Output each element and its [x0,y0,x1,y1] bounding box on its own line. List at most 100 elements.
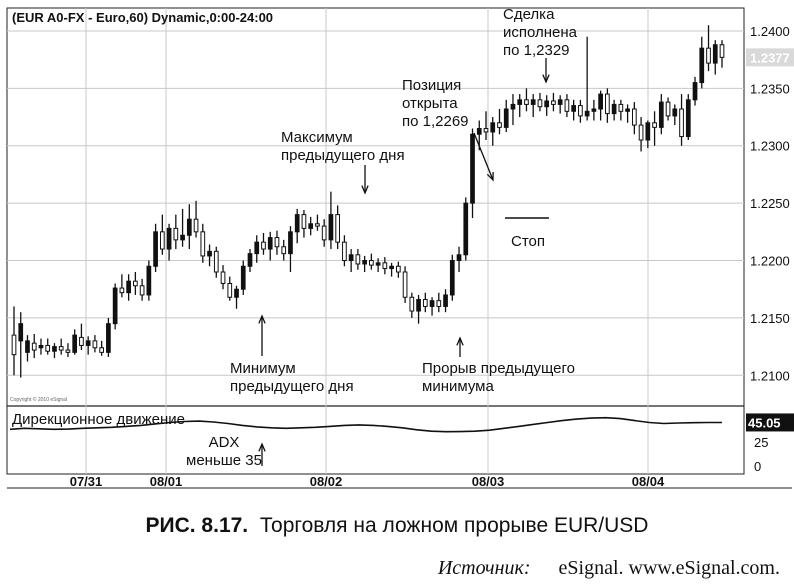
arrow-previous-low-head [258,314,266,324]
candle-up [584,110,590,117]
annotation-previous-low-line-2: предыдущего дня [230,378,354,395]
candle-down [497,122,502,128]
candle-up [308,223,314,229]
candle-down [409,296,415,312]
candle-up [611,103,617,115]
candle-down [200,231,206,257]
candle-up [429,300,435,307]
candle-up [699,47,705,84]
annotation-previous-high-line-1: Максимум [281,129,353,146]
source-text: eSignal. www.eSignal.com. [558,557,780,579]
annotation-trade-filled-line-1: Сделка [503,6,555,23]
candle-down [665,101,671,117]
candle-down [382,262,388,270]
candle-down [227,282,233,298]
annotation-position-opened-line-2: открыта [402,95,458,112]
candle-down [159,231,165,250]
annotation-previous-low-line-1: Минимум [230,360,296,377]
candle-up [712,44,718,64]
candle-down [65,349,71,353]
candle-down [355,254,361,265]
chart-frame [6,7,745,475]
candle-up [510,103,516,110]
candle-up [517,99,523,105]
annotation-low-breakout-line-1: Прорыв предыдущего [422,360,575,377]
candle-up [186,218,192,236]
annotation-position-opened-line-1: Позиция [402,77,461,94]
candle-down [551,100,556,105]
adx-tick-label: 0 [754,459,761,474]
candle-down [274,237,280,248]
candle-down [31,342,37,351]
candle-down [605,93,610,115]
candle-up [254,241,260,255]
arrow-adx-head [258,442,266,452]
candle-up [645,122,651,141]
y-tick-label: 1.2100 [750,368,790,383]
candle-up [658,101,664,128]
candle-up [106,323,111,353]
candle-down [281,246,287,255]
candle-down [321,225,327,241]
candle-down [139,285,145,296]
adx-value-box [746,413,794,432]
candle-up [234,288,239,298]
candle-up [375,262,381,266]
candle-down [315,223,320,227]
candle-down [652,122,657,128]
candle-down [524,99,529,105]
candle-up [463,202,469,256]
last-price-label: 1.2377 [750,50,790,65]
x-tick-label: 07/31 [70,474,103,489]
annotation-adx-line-1: ADX [209,434,240,451]
last-price-box [746,48,794,67]
candle-down [79,336,84,346]
figure-caption: РИС. 8.17. Торговля на ложном прорыве EU… [0,514,794,538]
price-chart: 1.2400 1.2350 1.2300 1.2250 1.2200 1.2150 1.21… [6,6,794,489]
annotation-stop: Стоп [511,233,545,250]
arrow-position-opened-head [486,171,494,182]
candle-up [598,93,603,110]
candle-down [133,280,138,287]
y-tick-label: 1.2300 [750,139,790,154]
candle-down [99,347,105,353]
candle-up [449,260,455,296]
candle-up [153,231,158,267]
candle-up [25,340,30,353]
candle-down [220,271,226,284]
annotation-position-opened-line-3: по 1,2269 [402,113,469,130]
candle-down [631,108,637,126]
candle-up [692,82,698,101]
candle-up [530,99,536,105]
candle-down [618,103,624,112]
candle-down [483,128,489,133]
annotation-trade-filled-line-2: исполнена [503,24,578,41]
candle-up [146,265,152,296]
candle-down [173,227,179,241]
candle-down [213,250,219,273]
y-tick-label: 1.2150 [750,311,790,326]
candle-down [537,99,543,108]
candle-up [557,99,563,105]
y-tick-label: 1.2350 [750,81,790,96]
candle-down [193,218,199,233]
chart-title: (EUR A0-FX - Euro,60) Dynamic,0:00-24:00 [12,10,273,25]
x-tick-label: 08/03 [472,474,505,489]
candle-up [72,334,78,353]
candle-up [503,108,509,128]
candle-down [436,300,442,307]
figure-title: Торговля на ложном прорыве EUR/USD [259,514,649,537]
candle-up [85,340,91,346]
candle-down [369,260,374,266]
adx-value-label: 45.05 [748,415,781,430]
candle-up [456,254,462,262]
y-tick-label: 1.2250 [750,196,790,211]
adx-tick-label: 25 [754,435,768,450]
x-tick-label: 08/01 [150,474,183,489]
candle-up [52,346,57,352]
candle-down [564,99,570,112]
candle-up [294,214,300,233]
arrow-previous-high-head [361,185,369,195]
candle-up [362,260,367,265]
adx-line [9,416,722,433]
